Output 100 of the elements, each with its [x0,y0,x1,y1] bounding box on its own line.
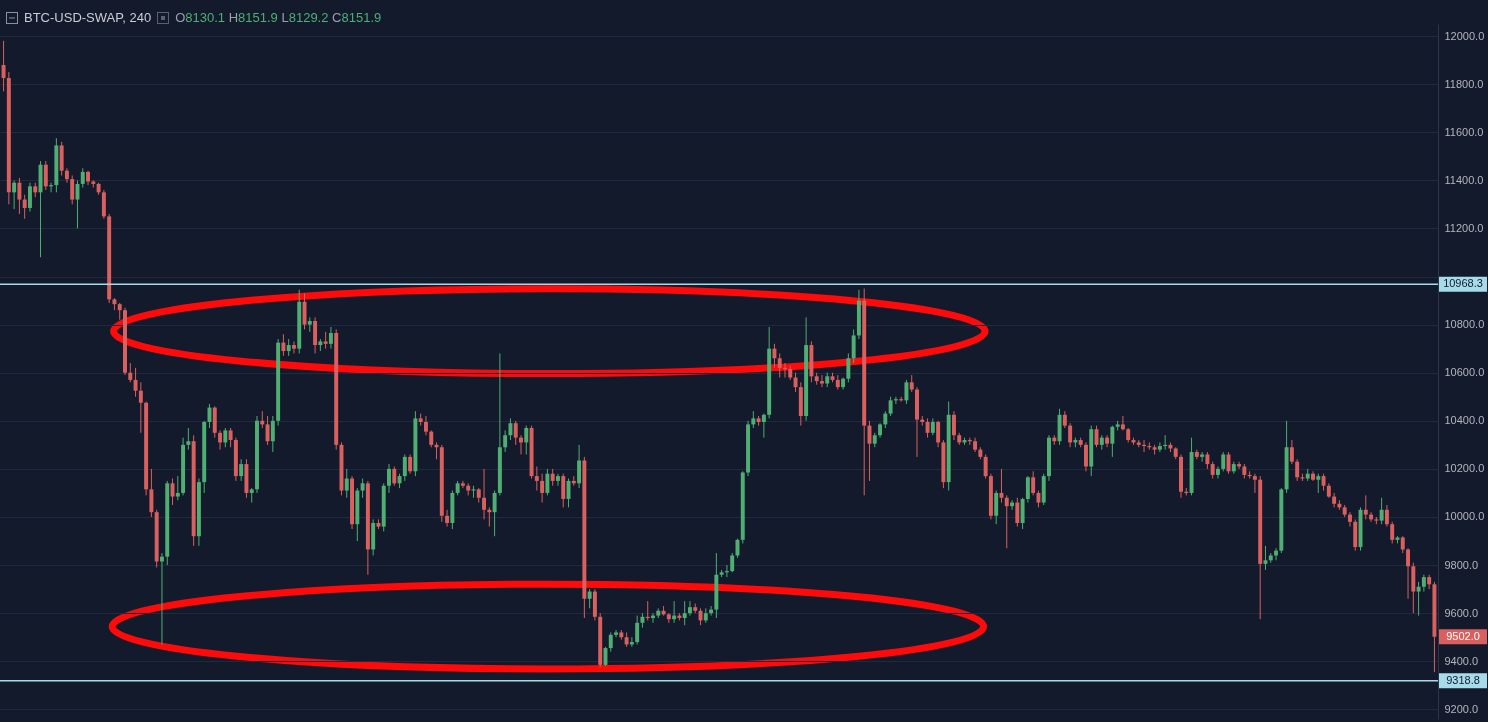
candlestick [566,478,571,508]
y-tick-label: 11400.0 [1444,173,1484,186]
candlestick [12,179,17,210]
candlestick [270,415,275,453]
candlestick [302,292,307,330]
candlestick [819,374,824,388]
candlestick [682,600,687,626]
candlestick [344,468,349,499]
candlestick [777,352,782,379]
candlestick [387,463,391,494]
candlestick [1015,497,1020,528]
candlestick [265,415,270,446]
candlestick [138,381,143,434]
candlestick [577,444,582,489]
candlestick [133,367,138,398]
candlestick [1406,547,1411,600]
y-tick-label: 11600.0 [1444,125,1484,138]
candlestick [1025,475,1030,504]
y-tick-label: 10200.0 [1444,462,1485,475]
y-tick-label: 10000.0 [1444,510,1485,523]
candlestick [1221,451,1226,472]
candlestick [851,328,856,364]
candlestick [1295,458,1300,482]
candlestick [1347,511,1352,528]
candlestick [555,473,560,487]
candlestick [1416,581,1421,617]
candlestick [1316,473,1321,494]
candlestick [1390,521,1395,544]
candlestick [291,340,296,354]
candlestick [64,167,69,184]
candlestick [1384,504,1389,528]
candlestick [635,615,640,645]
candlestick [239,458,244,482]
candlestick [508,417,513,441]
candlestick [503,429,508,453]
candlestick [904,379,909,405]
candlestick [888,396,893,417]
candlestick [175,475,180,501]
text: 9502.0 [1446,629,1480,642]
candlestick [1004,494,1009,549]
candlestick [218,429,223,451]
candlestick [128,362,133,383]
candlestick [1068,422,1073,448]
candlestick [360,478,365,499]
candlestick [735,538,740,559]
candlestick [392,465,397,487]
candlestick [1252,473,1257,494]
y-tick-label: 9200.0 [1444,702,1479,715]
candlestick [27,182,32,213]
candlestick [936,420,941,448]
y-tick-label: 10400.0 [1444,414,1485,427]
candlestick [1120,415,1125,431]
candlestick [1105,434,1110,448]
y-tick-label: 11800.0 [1444,77,1484,90]
candlestick [793,372,798,393]
candlestick [524,425,529,455]
candlestick [983,453,988,480]
chart-title: BTC-USD-SWAP, 240 [24,10,152,25]
candlestick [460,480,465,489]
candlestick [540,473,545,504]
ref-line-label: 10968.3 [1443,277,1483,290]
candlestick [445,509,450,528]
candlestick [223,427,228,448]
candlestick [994,490,999,525]
candlestick [408,453,413,475]
candlestick [687,600,692,617]
candlestick [149,468,154,518]
y-tick-label: 10800.0 [1444,318,1485,331]
y-tick-label: 9600.0 [1444,606,1479,619]
candlestick [482,468,487,520]
candlestick [1289,439,1294,465]
candlestick [761,413,766,439]
candlestick [70,175,75,205]
candlestick [328,326,333,350]
candlestick [561,473,566,508]
candlestick [423,415,428,436]
candlestick [1110,425,1115,458]
candlestick [281,333,286,357]
candlestick [228,427,233,448]
ref-line-label: 9318.8 [1446,673,1480,686]
candlestick [80,167,85,189]
candlestick [587,588,592,609]
candlestick [925,417,930,439]
candlestick [730,552,735,573]
candlestick [513,420,518,446]
candlestick [614,629,619,638]
candlestick [951,410,956,441]
candlestick [402,453,407,482]
candlestick [999,468,1004,504]
candlestick [17,177,22,215]
candlestick [43,160,48,191]
candlestick [1332,492,1337,508]
candlestick [1379,497,1384,525]
candlestick [1215,465,1220,480]
y-tick-label: 9400.0 [1444,654,1479,667]
candlestick [867,420,872,482]
candlestick [772,343,777,369]
candlestick [1263,545,1268,571]
candlestick [545,468,550,496]
candlestick [1363,494,1368,520]
